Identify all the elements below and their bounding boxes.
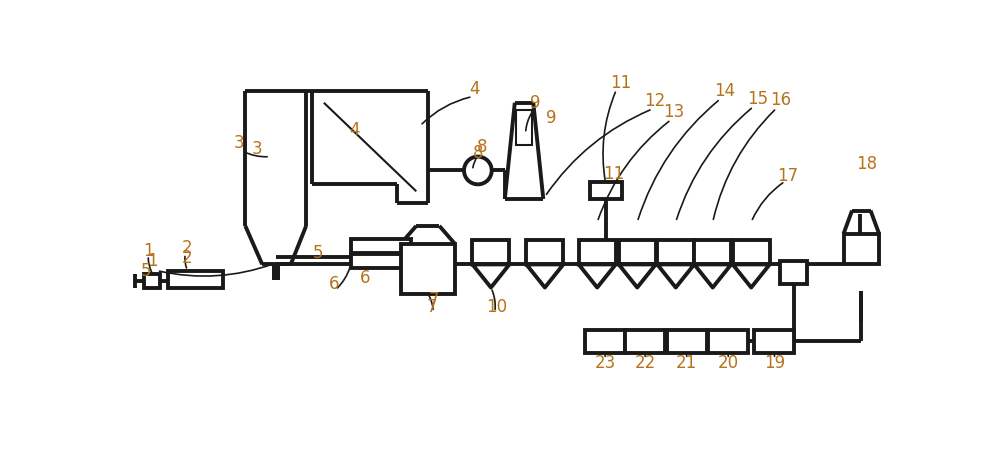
Bar [666,330,707,353]
Bar [590,182,622,199]
Text: 18: 18 [856,155,877,173]
Bar [472,240,509,264]
Text: 8: 8 [476,138,487,156]
Text: 7: 7 [429,291,439,309]
Bar [168,270,223,287]
Text: 6: 6 [359,269,370,287]
Bar [526,240,563,264]
Text: 8: 8 [473,144,483,162]
Text: 5: 5 [313,244,324,262]
Text: 12: 12 [644,92,666,110]
Bar [780,260,807,284]
Text: 9: 9 [546,109,556,127]
Text: 10: 10 [487,298,508,316]
Text: 11: 11 [604,165,625,183]
Text: 16: 16 [770,91,791,109]
Bar [401,244,455,294]
Text: 1: 1 [143,242,154,260]
Bar [844,234,879,264]
Bar [694,240,731,264]
Text: 14: 14 [714,82,735,100]
Text: 22: 22 [634,354,656,372]
Text: 20: 20 [718,354,739,372]
Text: 3: 3 [252,140,262,158]
Bar [579,240,616,264]
Text: 9: 9 [530,94,541,112]
Bar [585,330,625,353]
Text: 2: 2 [182,239,193,257]
Bar [351,239,411,253]
Bar [754,330,794,353]
Text: 5: 5 [141,261,151,280]
Text: 15: 15 [747,90,768,108]
Bar [516,110,532,145]
Text: 4: 4 [469,80,479,98]
Bar [144,275,160,288]
Text: 1: 1 [147,252,157,269]
Text: 6: 6 [329,275,339,292]
Text: 3: 3 [234,134,244,152]
Text: 2: 2 [182,249,193,267]
Text: 13: 13 [664,103,685,121]
Bar [619,240,656,264]
Text: 19: 19 [764,354,785,372]
Text: 7: 7 [426,298,437,316]
Text: 11: 11 [610,74,631,92]
Text: 4: 4 [349,121,360,138]
Bar [733,240,770,264]
Text: 23: 23 [594,354,616,372]
Text: 21: 21 [676,354,697,372]
Bar [625,330,665,353]
Bar [657,240,694,264]
Bar [708,330,748,353]
Text: 17: 17 [778,167,799,185]
Bar [351,254,411,268]
